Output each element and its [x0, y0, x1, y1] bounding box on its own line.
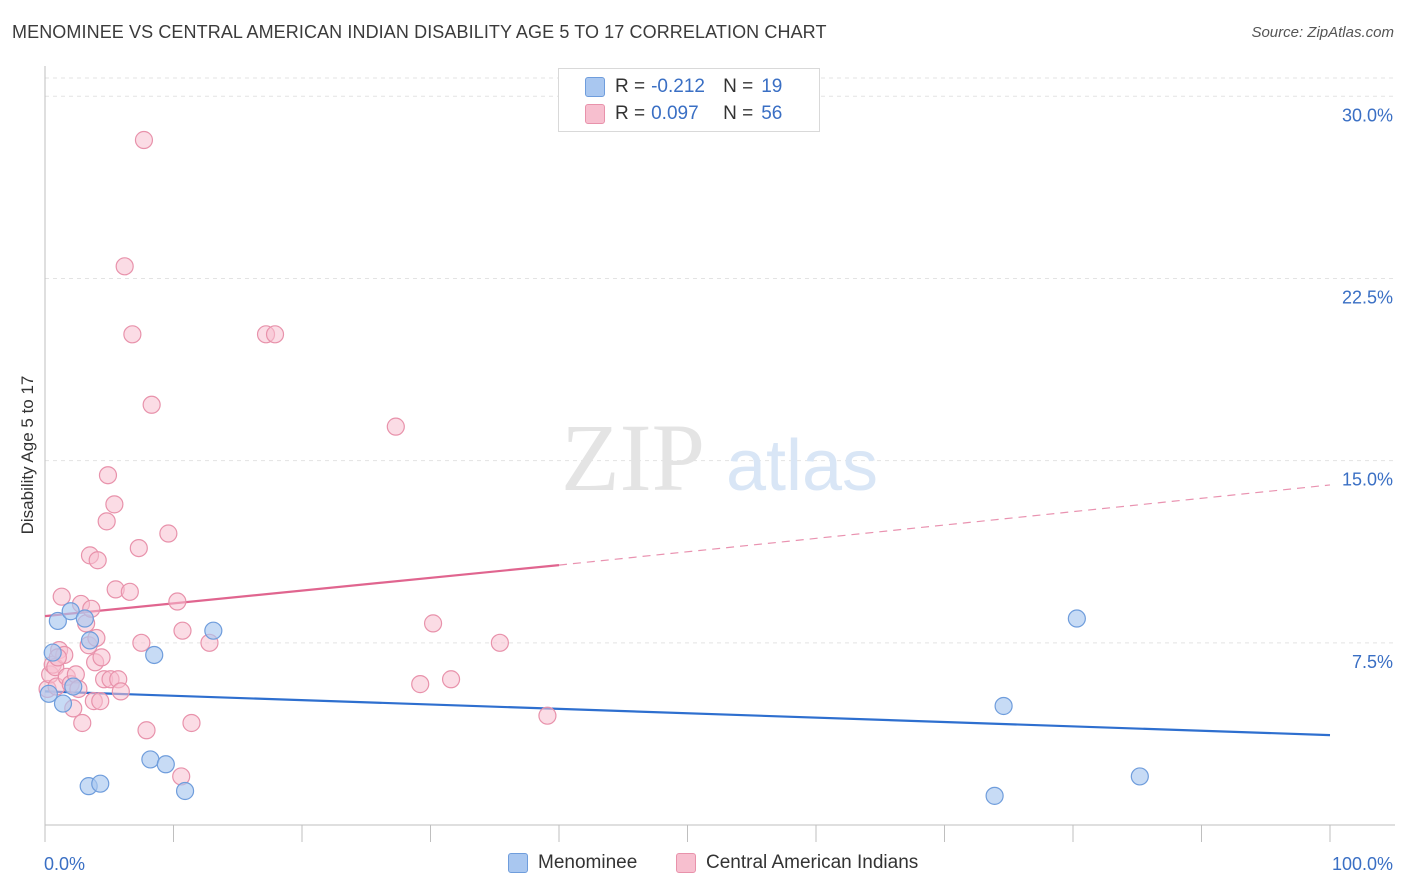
- data-point-central: [123, 325, 142, 344]
- data-point-menominee: [80, 631, 100, 650]
- data-point-central: [115, 257, 134, 276]
- data-point-menominee: [75, 609, 94, 628]
- y-axis-label: Disability Age 5 to 17: [18, 375, 37, 535]
- trend-line-central-extension: [558, 484, 1331, 566]
- y-tick-label: 7.5%: [1352, 652, 1393, 672]
- data-point-menominee: [91, 774, 110, 793]
- data-point-central: [97, 512, 116, 531]
- watermark-atlas: atlas: [726, 426, 878, 506]
- legend-label-central: Central American Indians: [706, 852, 919, 873]
- data-points: [38, 130, 1149, 805]
- data-point-central: [538, 706, 557, 725]
- data-point-central: [386, 417, 405, 436]
- data-point-central: [159, 524, 178, 543]
- legend-n-value: 19: [761, 76, 783, 97]
- legend-swatch-pink: [585, 104, 605, 124]
- tick-labels: 7.5% 15.0% 22.5% 30.0% 0.0% 100.0%: [44, 105, 1393, 874]
- trend-lines: [44, 484, 1331, 737]
- legend-row-menominee: R = -0.212 N = 19: [585, 75, 782, 99]
- data-point-central: [441, 670, 461, 689]
- data-point-central: [490, 633, 509, 652]
- data-point-menominee: [1067, 609, 1086, 628]
- data-point-menominee: [145, 645, 164, 665]
- legend-n-label: N =: [723, 103, 754, 124]
- legend-swatch-blue: [508, 853, 528, 873]
- legend-swatch-pink: [676, 853, 696, 873]
- x-tick-label: 100.0%: [1332, 854, 1393, 874]
- data-point-central: [134, 130, 154, 150]
- axes: [44, 66, 1395, 842]
- legend-item-central: Central American Indians: [676, 852, 918, 874]
- legend-n-value: 56: [761, 103, 783, 124]
- data-point-central: [111, 682, 130, 701]
- legend-n-label: N =: [723, 76, 754, 97]
- trend-line-menominee: [44, 690, 1331, 737]
- data-point-central: [137, 721, 156, 740]
- data-point-central: [92, 648, 111, 667]
- legend-item-menominee: Menominee: [508, 852, 637, 874]
- data-point-central: [142, 395, 161, 414]
- data-point-central: [132, 633, 151, 652]
- data-point-menominee: [61, 602, 80, 621]
- legend-r-value: -0.212: [651, 76, 705, 97]
- legend-row-central: R = 0.097 N = 56: [585, 102, 782, 126]
- data-point-central: [173, 621, 192, 640]
- watermark: ZIP atlas: [561, 404, 878, 511]
- data-point-central: [265, 325, 285, 344]
- trend-line-central: [44, 563, 560, 618]
- data-point-menominee: [141, 750, 160, 769]
- data-point-menominee: [156, 755, 175, 774]
- correlation-legend: R = -0.212 N = 19 R = 0.097 N = 56: [558, 68, 820, 132]
- data-point-central: [120, 582, 139, 601]
- data-point-menominee: [53, 694, 73, 713]
- legend-swatch-blue: [585, 77, 605, 97]
- data-point-central: [91, 692, 110, 711]
- y-tick-label: 15.0%: [1342, 470, 1393, 490]
- data-point-central: [98, 466, 118, 485]
- data-point-central: [168, 592, 187, 611]
- data-point-menominee: [204, 621, 223, 640]
- data-point-central: [182, 713, 201, 733]
- data-point-central: [88, 551, 107, 570]
- x-tick-label: 0.0%: [44, 854, 85, 874]
- watermark-zip: ZIP: [561, 404, 705, 511]
- data-point-central: [423, 614, 443, 633]
- data-point-menominee: [64, 677, 83, 696]
- data-point-central: [411, 675, 430, 694]
- data-point-menominee: [175, 781, 195, 801]
- data-point-central: [129, 538, 148, 558]
- source-label: Source: ZipAtlas.com: [1251, 24, 1394, 41]
- data-point-menominee: [985, 786, 1004, 805]
- data-point-central: [52, 587, 71, 606]
- data-point-menominee: [48, 611, 67, 631]
- legend-label-menominee: Menominee: [538, 852, 638, 873]
- y-tick-label: 30.0%: [1342, 105, 1393, 125]
- data-point-menominee: [43, 643, 62, 662]
- data-point-menominee: [1130, 767, 1149, 786]
- y-tick-label: 22.5%: [1342, 287, 1393, 307]
- legend-r-label: R =: [615, 103, 646, 124]
- chart-title: MENOMINEE VS CENTRAL AMERICAN INDIAN DIS…: [12, 22, 827, 42]
- data-point-central: [73, 713, 92, 733]
- grid-lines: [45, 77, 1395, 644]
- legend-r-label: R =: [615, 76, 646, 97]
- data-point-central: [105, 495, 124, 514]
- legend-r-value: 0.097: [651, 103, 699, 124]
- data-point-menominee: [39, 684, 58, 703]
- data-point-menominee: [994, 696, 1013, 716]
